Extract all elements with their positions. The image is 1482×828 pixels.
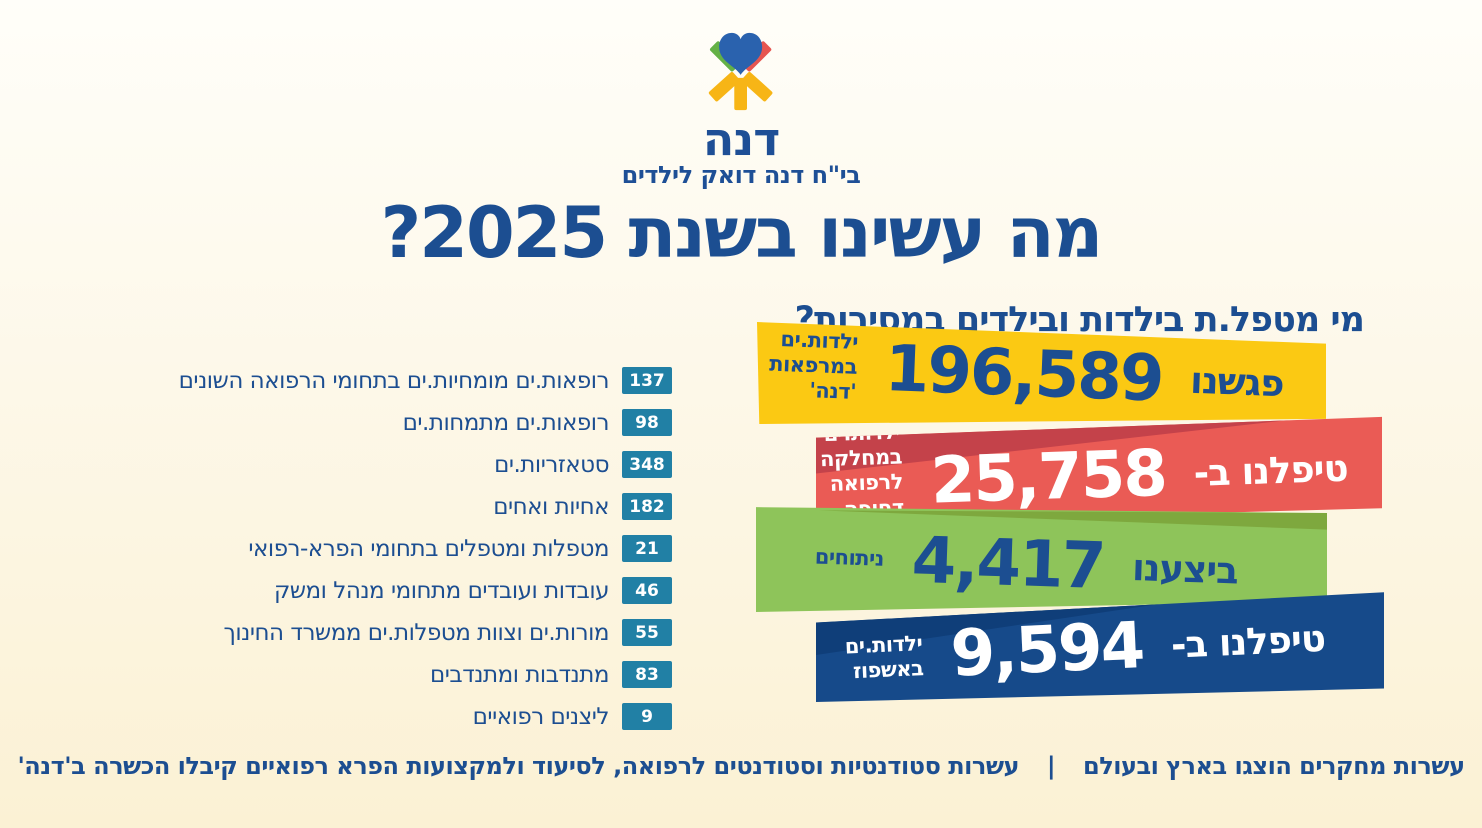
staff-label: סטאזריות.ים	[494, 451, 609, 478]
staff-row: 55 מורות.ים וצוות מטפלות.ים ממשרד החינוך	[179, 619, 672, 646]
footer-studies: עשרות מחקרים הוצגו בארץ ובעולם	[1083, 752, 1465, 780]
count-badge: 55	[622, 619, 672, 646]
count-badge: 137	[622, 367, 672, 394]
banner-verb: טיפלנו ב-	[1192, 446, 1349, 495]
footer-separator: |	[1046, 752, 1056, 780]
count-badge: 46	[622, 577, 672, 604]
banner-verb: ביצענו	[1131, 546, 1239, 593]
stat-banner-surgeries: ביצענו 4,417 ניתוחים	[756, 507, 1327, 612]
count-badge: 9	[622, 703, 672, 730]
banner-value: 196,589	[883, 331, 1164, 417]
staff-row: 21 מטפלות ומטפלים בתחומי הפרא-רפואי	[179, 535, 672, 562]
staff-row: 137 רופאות.ים מומחיות.ים בתחומי הרפואה ה…	[179, 367, 672, 394]
banner-value: 4,417	[910, 523, 1106, 604]
hospital-logo: דנה בי"ח דנה דואק לילדים	[622, 26, 861, 188]
banner-verb: טיפלנו ב-	[1170, 616, 1326, 667]
staff-row: 83 מתנדבות ומתנדבים	[179, 661, 672, 688]
banner-caption: ניתוחים	[814, 544, 885, 571]
staff-label: אחיות ואחים	[493, 493, 609, 520]
staff-label: עובדות ועובדים מתחומי מנהל ומשק	[273, 577, 610, 604]
staff-label: ליצנים רפואיים	[472, 703, 610, 730]
banner-verb: פגשנו	[1189, 358, 1285, 406]
staff-label: מטפלות ומטפלים בתחומי הפרא-רפואי	[248, 535, 609, 562]
banner-caption: ילדות.ים באשפוז	[844, 630, 924, 684]
staff-row: 348 סטאזריות.ים	[179, 451, 672, 478]
staff-label: רופאות.ים מתמחות.ים	[402, 409, 610, 436]
count-badge: 21	[622, 535, 672, 562]
banner-caption: ילדות.ים במרפאות 'דנה'	[768, 326, 859, 404]
staff-list: 137 רופאות.ים מומחיות.ים בתחומי הרפואה ה…	[179, 367, 672, 730]
count-badge: 83	[622, 661, 672, 688]
footer-note: עשרות מחקרים הוצגו בארץ ובעולם | עשרות ס…	[0, 752, 1482, 780]
count-badge: 348	[622, 451, 672, 478]
footer-students: עשרות סטודנטיות וסטודנטים לרפואה, לסיעוד…	[17, 752, 1020, 780]
staff-row: 46 עובדות ועובדים מתחומי מנהל ומשק	[179, 577, 672, 604]
banner-value: 9,594	[949, 609, 1145, 692]
staff-label: רופאות.ים מומחיות.ים בתחומי הרפואה השוני…	[178, 367, 610, 394]
staff-row: 98 רופאות.ים מתמחות.ים	[179, 409, 672, 436]
heart-asterisk-icon	[709, 32, 773, 111]
count-badge: 98	[622, 409, 672, 436]
page-title: מה עשינו בשנת 2025?	[380, 192, 1104, 274]
stat-banner-emergency: טיפלנו ב- 25,758 ילדות.ים במחלקה לרפואה …	[816, 416, 1382, 524]
staff-label: מתנדבות ומתנדבים	[430, 661, 609, 688]
staff-row: 9 ליצנים רפואיים	[179, 703, 672, 730]
brand-subtitle: בי"ח דנה דואק לילדים	[621, 161, 861, 189]
brand-name: דנה	[702, 112, 780, 166]
staff-row: 182 אחיות ואחים	[179, 493, 672, 520]
count-badge: 182	[622, 493, 672, 520]
banner-value: 25,758	[929, 436, 1167, 519]
staff-label: מורות.ים וצוות מטפלות.ים ממשרד החינוך	[223, 619, 610, 646]
